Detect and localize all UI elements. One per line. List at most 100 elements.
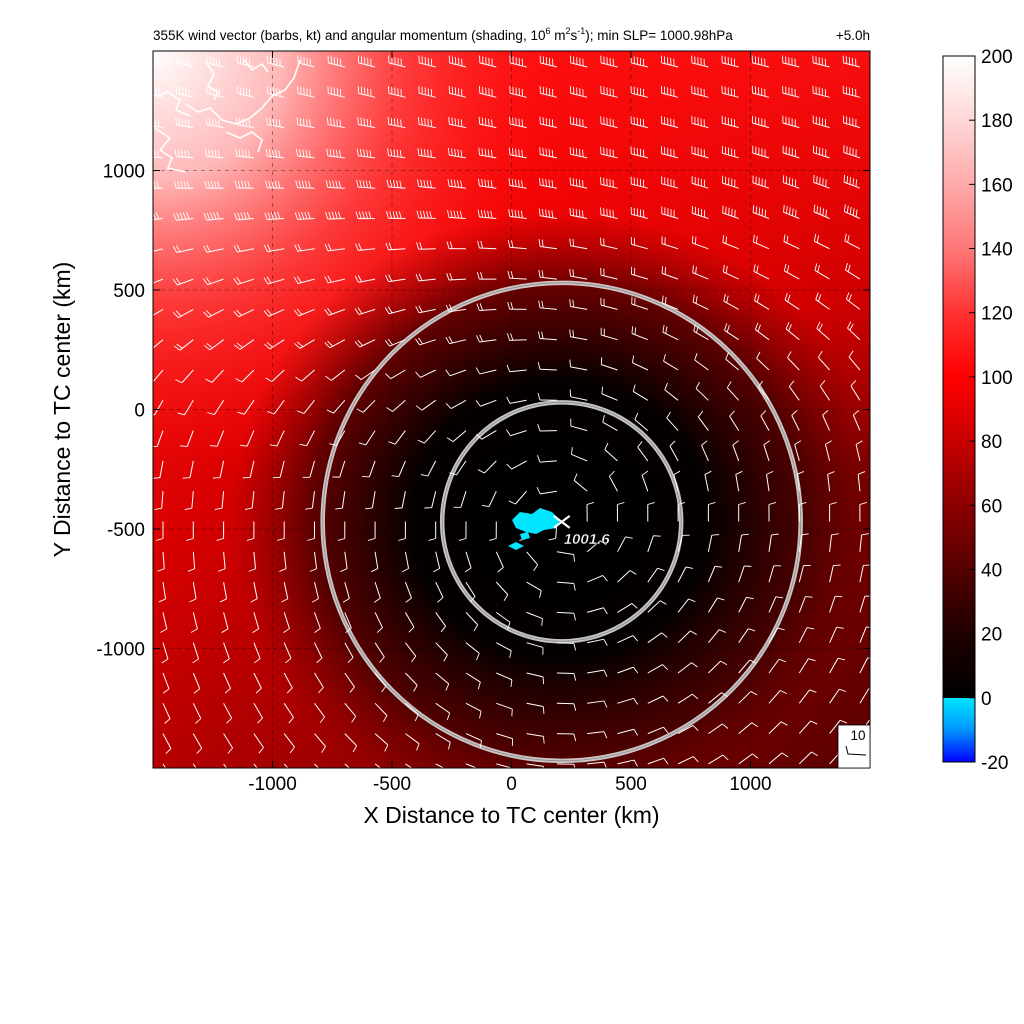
wind-barb-342 <box>335 491 346 510</box>
wind-barb-135 <box>600 207 618 219</box>
chart-title: 355K wind vector (barbs, kt) and angular… <box>153 26 733 43</box>
wind-barb-303 <box>602 415 618 432</box>
wind-barb-463 <box>374 642 385 663</box>
wind-barb-567 <box>617 759 638 767</box>
wind-barb-93 <box>782 145 800 159</box>
wind-barb-213 <box>784 292 800 310</box>
wind-barb-164 <box>752 234 770 250</box>
chart-time-label: +5.0h <box>836 28 870 43</box>
wind-barb-554 <box>223 763 228 768</box>
wind-barb-422 <box>587 575 608 583</box>
wind-barb-515 <box>496 702 513 717</box>
wind-barb-351 <box>608 470 618 492</box>
wind-barb-157 <box>538 239 557 250</box>
wind-barb-402 <box>707 534 720 552</box>
wind-barb-44 <box>751 85 770 98</box>
wind-barb-180 <box>507 270 527 280</box>
wind-barb-471 <box>617 635 639 644</box>
wind-barb-216 <box>153 339 164 349</box>
wind-barb-481 <box>192 672 201 694</box>
wind-barb-189 <box>783 263 800 280</box>
wind-barb-50 <box>205 117 224 129</box>
wind-barb-83 <box>478 147 497 159</box>
wind-barb-56 <box>387 117 406 129</box>
wind-barb-313 <box>182 460 194 479</box>
wind-barb-431 <box>859 564 870 583</box>
wind-barb-548 <box>768 721 788 734</box>
wind-barb-384 <box>157 551 165 572</box>
wind-barb-228 <box>506 333 527 341</box>
wind-barb-354 <box>704 470 712 492</box>
wind-barb-232 <box>631 326 648 341</box>
wind-barb-153 <box>416 242 436 250</box>
wind-barb-497 <box>677 662 698 674</box>
wind-barb-261 <box>787 351 800 371</box>
wind-barb-365 <box>307 521 315 541</box>
colorbar-tick-label-8: 140 <box>981 240 1013 261</box>
wind-barb-450 <box>707 597 725 613</box>
colorbar-tick-label-5: 80 <box>981 432 1002 453</box>
wind-barb-230 <box>569 329 588 341</box>
wind-barb-434 <box>221 612 229 633</box>
wind-barb-98 <box>204 180 224 189</box>
wind-barb-502 <box>829 657 846 674</box>
wind-barb-417 <box>435 581 444 603</box>
wind-barb-223 <box>354 339 376 348</box>
wind-barb-72 <box>153 150 164 159</box>
wind-barb-405 <box>798 533 809 552</box>
wind-barb-32 <box>388 86 406 98</box>
wind-barb-65 <box>660 116 679 129</box>
wind-barb-281 <box>664 382 679 401</box>
wind-barb-105 <box>417 179 436 189</box>
wind-barb-64 <box>630 116 648 129</box>
coastline-segment-4 <box>225 131 263 153</box>
wind-barb-408 <box>158 582 167 603</box>
wind-barb-540 <box>526 733 545 744</box>
wind-barb-395 <box>495 551 504 573</box>
wind-barb-194 <box>203 308 224 318</box>
wind-barb-106 <box>447 178 467 189</box>
wind-barb-122 <box>203 211 224 221</box>
wind-barb-67 <box>721 115 739 129</box>
wind-barb-165 <box>783 234 800 250</box>
wind-barb-84 <box>508 147 527 159</box>
wind-barb-367 <box>367 521 376 541</box>
wind-barb-453 <box>798 596 813 613</box>
colorbar-tick-label-2: 20 <box>981 625 1002 646</box>
wind-barb-68 <box>752 115 770 129</box>
wind-barb-115 <box>722 175 739 189</box>
wind-barb-146 <box>203 244 224 253</box>
wind-barb-92 <box>752 145 770 159</box>
wind-barb-279 <box>601 386 618 401</box>
wind-barb-275 <box>475 399 497 407</box>
y-tick-label-1: -500 <box>107 520 145 541</box>
wind-barb-521 <box>677 693 699 704</box>
wind-barb-456 <box>161 642 169 664</box>
x-tick-label-2: 0 <box>506 774 517 795</box>
wind-barb-413 <box>311 581 320 603</box>
wind-barb-69 <box>782 115 800 129</box>
wind-barb-421 <box>556 581 576 591</box>
wind-barb-136 <box>630 206 648 219</box>
wind-barb-545 <box>677 724 699 735</box>
wind-barb-233 <box>662 324 679 341</box>
wind-barb-296 <box>388 430 406 445</box>
wind-barb-259 <box>725 352 740 371</box>
wind-barb-202 <box>445 304 467 313</box>
wind-barb-134 <box>569 207 588 219</box>
wind-barb-8 <box>388 55 406 68</box>
wind-barb-123 <box>233 211 254 221</box>
wind-barb-174 <box>324 275 345 284</box>
wind-barb-536 <box>405 733 420 751</box>
wind-barb-100 <box>264 180 285 189</box>
wind-barb-492 <box>526 672 544 685</box>
colorbar-ticks: -20 0 20 40 60 80 100 120 140 160 180 200 <box>969 47 1013 774</box>
wind-barb-312 <box>153 460 164 479</box>
wind-barb-71 <box>843 115 861 129</box>
wind-barb-485 <box>314 672 324 694</box>
range-ring-inner-500km <box>441 401 682 642</box>
wind-barb-249 <box>415 369 436 378</box>
wind-barb-430 <box>829 564 841 583</box>
wind-barb-524 <box>768 690 787 704</box>
wind-barb-169 <box>172 277 194 286</box>
